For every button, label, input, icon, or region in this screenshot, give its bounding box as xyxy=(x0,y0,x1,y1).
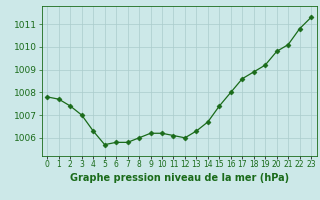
X-axis label: Graphe pression niveau de la mer (hPa): Graphe pression niveau de la mer (hPa) xyxy=(70,173,289,183)
